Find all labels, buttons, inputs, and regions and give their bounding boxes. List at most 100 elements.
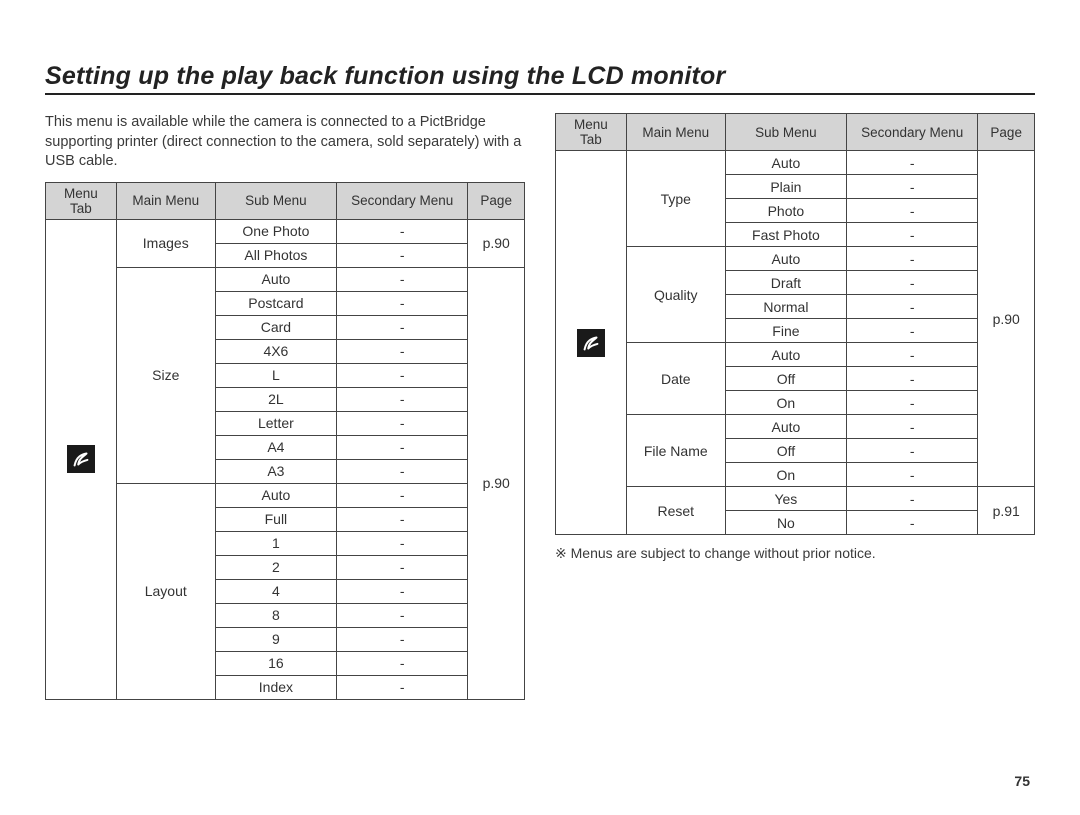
sub-menu-cell: A4 [215,435,336,459]
table-row: QualityAuto- [556,247,1035,271]
sub-menu-cell: One Photo [215,219,336,243]
sub-menu-cell: Normal [725,295,846,319]
th-menu-tab: Menu Tab [46,182,117,219]
secondary-menu-cell: - [847,439,978,463]
sub-menu-cell: Auto [725,247,846,271]
sub-menu-cell: Off [725,439,846,463]
secondary-menu-cell: - [847,175,978,199]
th-page: Page [468,182,525,219]
secondary-menu-cell: - [337,243,468,267]
sub-menu-cell: All Photos [215,243,336,267]
secondary-menu-cell: - [337,363,468,387]
right-column: Menu TabMain MenuSub MenuSecondary MenuP… [555,113,1035,700]
secondary-menu-cell: - [847,511,978,535]
sub-menu-cell: Auto [725,415,846,439]
secondary-menu-cell: - [847,319,978,343]
secondary-menu-cell: - [337,411,468,435]
sub-menu-cell: On [725,391,846,415]
menu-tab-cell [46,219,117,699]
table-row: DateAuto- [556,343,1035,367]
th-secondary-menu: Secondary Menu [337,182,468,219]
secondary-menu-cell: - [847,247,978,271]
secondary-menu-cell: - [337,507,468,531]
secondary-menu-cell: - [847,415,978,439]
page-number: 75 [1014,773,1030,789]
th-page: Page [978,114,1035,151]
footnote: ※ Menus are subject to change without pr… [555,545,1035,562]
th-main-menu: Main Menu [626,114,725,151]
sub-menu-cell: 9 [215,627,336,651]
secondary-menu-cell: - [847,343,978,367]
sub-menu-cell: Letter [215,411,336,435]
table-row: ImagesOne Photo-p.90 [46,219,525,243]
secondary-menu-cell: - [337,315,468,339]
sub-menu-cell: 1 [215,531,336,555]
sub-menu-cell: Postcard [215,291,336,315]
secondary-menu-cell: - [337,555,468,579]
sub-menu-cell: Draft [725,271,846,295]
left-column: This menu is available while the camera … [45,113,525,700]
main-menu-cell: Type [626,151,725,247]
sub-menu-cell: Off [725,367,846,391]
left-menu-table: Menu TabMain MenuSub MenuSecondary MenuP… [45,182,525,700]
sub-menu-cell: No [725,511,846,535]
intro-text: This menu is available while the camera … [45,113,525,172]
table-row: LayoutAuto- [46,483,525,507]
sub-menu-cell: Index [215,675,336,699]
secondary-menu-cell: - [337,603,468,627]
sub-menu-cell: 4X6 [215,339,336,363]
sub-menu-cell: Card [215,315,336,339]
secondary-menu-cell: - [337,651,468,675]
secondary-menu-cell: - [337,387,468,411]
secondary-menu-cell: - [847,463,978,487]
sub-menu-cell: Auto [725,151,846,175]
secondary-menu-cell: - [847,295,978,319]
pictbridge-icon [577,329,605,357]
sub-menu-cell: Fine [725,319,846,343]
sub-menu-cell: 2 [215,555,336,579]
sub-menu-cell: Yes [725,487,846,511]
main-menu-cell: Size [116,267,215,483]
main-menu-cell: Quality [626,247,725,343]
secondary-menu-cell: - [847,487,978,511]
secondary-menu-cell: - [337,291,468,315]
secondary-menu-cell: - [337,339,468,363]
right-menu-table: Menu TabMain MenuSub MenuSecondary MenuP… [555,113,1035,535]
secondary-menu-cell: - [847,151,978,175]
secondary-menu-cell: - [847,223,978,247]
sub-menu-cell: Full [215,507,336,531]
sub-menu-cell: Auto [215,267,336,291]
table-row: SizeAuto-p.90 [46,267,525,291]
sub-menu-cell: 2L [215,387,336,411]
sub-menu-cell: L [215,363,336,387]
sub-menu-cell: On [725,463,846,487]
page-cell: p.90 [468,219,525,267]
secondary-menu-cell: - [847,391,978,415]
th-secondary-menu: Secondary Menu [847,114,978,151]
sub-menu-cell: A3 [215,459,336,483]
page-cell: p.90 [468,267,525,699]
th-sub-menu: Sub Menu [725,114,846,151]
secondary-menu-cell: - [337,219,468,243]
secondary-menu-cell: - [337,435,468,459]
secondary-menu-cell: - [337,531,468,555]
main-menu-cell: Date [626,343,725,415]
th-menu-tab: Menu Tab [556,114,627,151]
table-row: ResetYes-p.91 [556,487,1035,511]
sub-menu-cell: 8 [215,603,336,627]
secondary-menu-cell: - [847,367,978,391]
sub-menu-cell: Fast Photo [725,223,846,247]
secondary-menu-cell: - [337,459,468,483]
main-menu-cell: Images [116,219,215,267]
sub-menu-cell: Plain [725,175,846,199]
main-menu-cell: Layout [116,483,215,699]
menu-tab-cell [556,151,627,535]
sub-menu-cell: Photo [725,199,846,223]
secondary-menu-cell: - [337,579,468,603]
page-cell: p.90 [978,151,1035,487]
th-main-menu: Main Menu [116,182,215,219]
table-row: File NameAuto- [556,415,1035,439]
pictbridge-icon [67,445,95,473]
table-row: TypeAuto-p.90 [556,151,1035,175]
sub-menu-cell: 16 [215,651,336,675]
